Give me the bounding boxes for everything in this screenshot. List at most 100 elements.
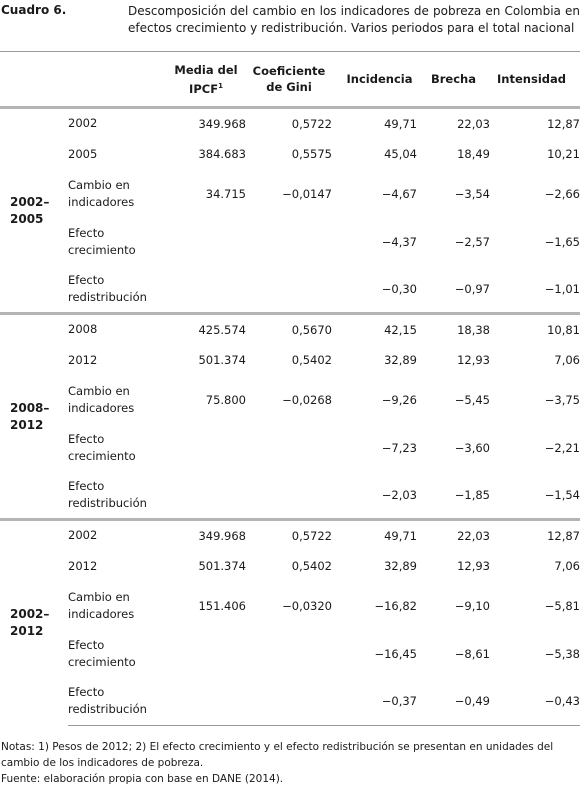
row-label: Efecto crecimiento (68, 630, 166, 678)
period-line1: 2008– (10, 400, 50, 415)
cell-brecha: −3,54 (454, 186, 490, 201)
row-label-line1: 2002 (68, 116, 98, 131)
row-label-line1: 2005 (68, 146, 98, 161)
table-row: Efecto crecimiento −4,37 −2,57 −1,65 (0, 218, 580, 266)
cell-gini: −0,0320 (282, 598, 332, 613)
cell-brecha: −0,49 (417, 677, 490, 726)
row-label: 2012 (68, 345, 166, 376)
cell-gini: 0,5402 (291, 559, 332, 573)
table-row: 2002– 2005 2002 349.968 0,5722 49,71 22,… (0, 108, 580, 225)
notes-text: Notas: 1) Pesos de 2012; 2) El efecto cr… (1, 741, 554, 769)
row-label-line1: Efecto (68, 637, 105, 652)
cell-intensidad: −2,66 (544, 186, 580, 201)
cell-incidencia: −16,82 (374, 598, 417, 613)
header-incidencia: Incidencia (332, 51, 417, 108)
cell-media (166, 266, 246, 314)
table-row: 2002– 2012 2002 349.968 0,5722 49,71 22,… (0, 520, 580, 638)
table-row: Efecto redistribución −0,30 −0,97 −1,01 (0, 266, 580, 314)
row-label: Efecto redistribución (68, 677, 166, 726)
cell-gini (246, 424, 332, 472)
table-row: Efecto crecimiento −7,23 −3,60 −2,21 (0, 424, 580, 472)
row-label-line2: crecimiento (68, 242, 136, 257)
row-label: 2012 (68, 551, 166, 582)
table-row: Efecto redistribución −0,37 −0,49 −0,43 (0, 677, 580, 726)
period-block-2008-2012: 2008– 2012 2008 425.574 0,5670 42,15 18,… (0, 313, 580, 520)
row-label: Cambio en indicadores (68, 170, 166, 218)
cell-brecha: 22,03 (457, 116, 490, 131)
period-line2: 2012 (10, 417, 44, 432)
row-label-line1: Efecto (68, 478, 105, 493)
row-label-line1: Efecto (68, 431, 105, 446)
header-gini-line2: de Gini (266, 80, 312, 94)
poverty-decomposition-table: Media del IPCF1 Coeficiente de Gini Inci… (0, 51, 580, 726)
cell-media (166, 424, 246, 472)
row-label-line1: 2012 (68, 558, 98, 573)
cell-intensidad: −1,01 (544, 281, 580, 296)
cell-incidencia: −2,03 (381, 487, 417, 502)
row-label-line2: indicadores (68, 400, 135, 415)
cell-intensidad: −5,38 (544, 646, 580, 661)
cell-incidencia: 32,89 (384, 353, 417, 367)
cell-incidencia: 49,71 (384, 528, 417, 543)
cell-gini: 0,5722 (291, 116, 332, 131)
period-label: 2008– 2012 (0, 314, 68, 520)
cell-brecha: 18,38 (457, 322, 490, 337)
row-label-line2: redistribución (68, 495, 147, 510)
table-title: Descomposición del cambio en los indicad… (128, 4, 580, 35)
row-label: 2002 (68, 108, 166, 139)
cell-incidencia: 45,04 (384, 147, 417, 161)
cell-incidencia: −4,37 (381, 234, 417, 249)
row-label: Efecto redistribución (68, 266, 166, 314)
table-row: 2005 384.683 0,5575 45,04 18,49 10,21 (0, 139, 580, 170)
cell-intensidad: −5,81 (544, 598, 580, 613)
cell-intensidad: −0,43 (490, 677, 580, 726)
cell-media: 34.715 (205, 186, 246, 201)
cell-gini (246, 630, 332, 678)
table-row: 2012 501.374 0,5402 32,89 12,93 7,06 (0, 551, 580, 582)
row-label-line2: redistribución (68, 289, 147, 304)
cell-intensidad: 10,21 (547, 147, 580, 161)
table-caption: Cuadro 6. Descomposición del cambio en l… (0, 0, 580, 48)
row-label-line1: 2002 (68, 528, 98, 543)
row-label-line1: Efecto (68, 272, 105, 287)
cell-gini: 0,5402 (291, 353, 332, 367)
header-intensidad: Intensidad (490, 51, 580, 108)
cell-gini: −0,0147 (282, 186, 332, 201)
row-label: Efecto crecimiento (68, 424, 166, 472)
cell-media: 501.374 (198, 353, 246, 367)
cell-brecha: −0,97 (454, 281, 490, 296)
cell-gini (246, 677, 332, 726)
cell-media (166, 677, 246, 726)
cell-media: 349.968 (198, 116, 246, 131)
table-row: Efecto redistribución −2,03 −1,85 −1,54 (0, 472, 580, 520)
header-row: Media del IPCF1 Coeficiente de Gini Inci… (0, 51, 580, 108)
cell-brecha: 18,49 (457, 147, 490, 161)
row-label-line2: redistribución (68, 702, 147, 717)
cell-incidencia: 32,89 (384, 559, 417, 573)
row-label-line1: Cambio en (68, 177, 130, 192)
table-number: Cuadro 6. (1, 3, 67, 17)
table-row: Efecto crecimiento −16,45 −8,61 −5,38 (0, 630, 580, 678)
cell-media: 151.406 (198, 598, 246, 613)
row-label: 2002 (68, 520, 166, 551)
table-row: Cambio en indicadores 75.800 −0,0268 −9,2… (0, 376, 580, 424)
cell-brecha: −9,10 (454, 598, 490, 613)
header-media-line1: Media del (174, 62, 238, 77)
table-row: 2008– 2012 2008 425.574 0,5670 42,15 18,… (0, 314, 580, 431)
cell-intensidad: 10,81 (547, 322, 580, 337)
cell-gini (246, 472, 332, 520)
row-label-line1: Cambio en (68, 589, 130, 604)
cell-gini (246, 266, 332, 314)
header-gini: Coeficiente de Gini (246, 51, 332, 108)
row-label-line1: 2008 (68, 322, 98, 337)
cell-gini: 0,5670 (291, 322, 332, 337)
row-label-line1: Cambio en (68, 383, 130, 398)
cell-media (166, 630, 246, 678)
cell-intensidad: 7,06 (554, 353, 580, 367)
table-row: Cambio en indicadores 34.715 −0,0147 −4,6… (0, 170, 580, 218)
period-block-2002-2012: 2002– 2012 2002 349.968 0,5722 49,71 22,… (0, 519, 580, 726)
header-concept (68, 51, 166, 108)
header-media-ipcf: Media del IPCF1 (166, 51, 246, 108)
row-label-line2: indicadores (68, 606, 135, 621)
